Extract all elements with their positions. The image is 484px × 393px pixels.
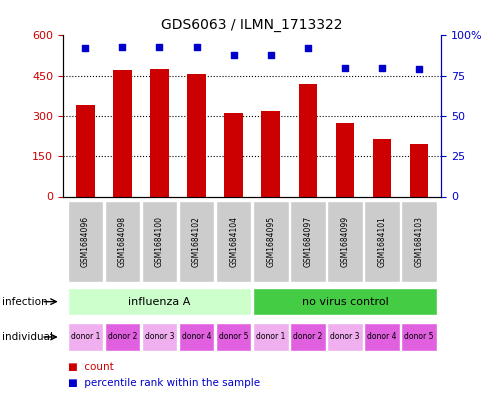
Point [414, 66, 422, 72]
Text: influenza A: influenza A [128, 297, 190, 307]
Text: donor 5: donor 5 [218, 332, 248, 342]
Text: donor 3: donor 3 [144, 332, 174, 342]
Text: donor 2: donor 2 [107, 332, 137, 342]
Text: infection: infection [2, 297, 48, 307]
Bar [105, 323, 140, 351]
Bar [113, 70, 131, 196]
Point [303, 45, 311, 51]
Text: ■  count: ■ count [68, 362, 113, 373]
Point [340, 64, 348, 71]
Bar [261, 110, 279, 196]
Text: GSM1684098: GSM1684098 [118, 216, 127, 267]
Text: GSM1684103: GSM1684103 [414, 216, 423, 267]
Bar [76, 105, 94, 196]
Text: individual: individual [2, 332, 53, 342]
Point [378, 64, 385, 71]
Bar [326, 201, 362, 282]
Bar [409, 144, 427, 196]
Text: GSM1684099: GSM1684099 [340, 216, 348, 267]
Bar [253, 288, 436, 315]
Bar [224, 113, 242, 196]
Bar [67, 288, 251, 315]
Bar [289, 201, 325, 282]
Bar [298, 84, 317, 196]
Bar [187, 74, 205, 196]
Bar [363, 323, 399, 351]
Title: GDS6063 / ILMN_1713322: GDS6063 / ILMN_1713322 [161, 18, 342, 31]
Text: donor 4: donor 4 [366, 332, 396, 342]
Text: GSM1684097: GSM1684097 [302, 216, 312, 267]
Text: GSM1684100: GSM1684100 [155, 216, 164, 267]
Text: donor 2: donor 2 [292, 332, 322, 342]
Bar [363, 201, 399, 282]
Bar [141, 201, 177, 282]
Bar [179, 201, 214, 282]
Bar [253, 323, 288, 351]
Text: GSM1684101: GSM1684101 [377, 216, 386, 267]
Bar [326, 323, 362, 351]
Text: GSM1684096: GSM1684096 [81, 216, 90, 267]
Bar [289, 323, 325, 351]
Bar [215, 201, 251, 282]
Bar [105, 201, 140, 282]
Bar [150, 69, 168, 196]
Point [192, 44, 200, 50]
Text: donor 1: donor 1 [256, 332, 285, 342]
Point [118, 44, 126, 50]
Bar [141, 323, 177, 351]
Text: donor 4: donor 4 [182, 332, 211, 342]
Bar [253, 201, 288, 282]
Point [155, 44, 163, 50]
Text: ■  percentile rank within the sample: ■ percentile rank within the sample [68, 378, 259, 388]
Point [266, 51, 274, 58]
Text: donor 1: donor 1 [71, 332, 100, 342]
Text: donor 3: donor 3 [330, 332, 359, 342]
Text: donor 5: donor 5 [404, 332, 433, 342]
Text: no virus control: no virus control [301, 297, 388, 307]
Bar [400, 323, 436, 351]
Point [81, 45, 89, 51]
Bar [215, 323, 251, 351]
Point [229, 51, 237, 58]
Bar [335, 123, 353, 196]
Bar [67, 323, 103, 351]
Text: GSM1684102: GSM1684102 [192, 216, 201, 267]
Text: GSM1684104: GSM1684104 [228, 216, 238, 267]
Bar [67, 201, 103, 282]
Bar [372, 139, 391, 196]
Text: GSM1684095: GSM1684095 [266, 216, 275, 267]
Bar [400, 201, 436, 282]
Bar [179, 323, 214, 351]
